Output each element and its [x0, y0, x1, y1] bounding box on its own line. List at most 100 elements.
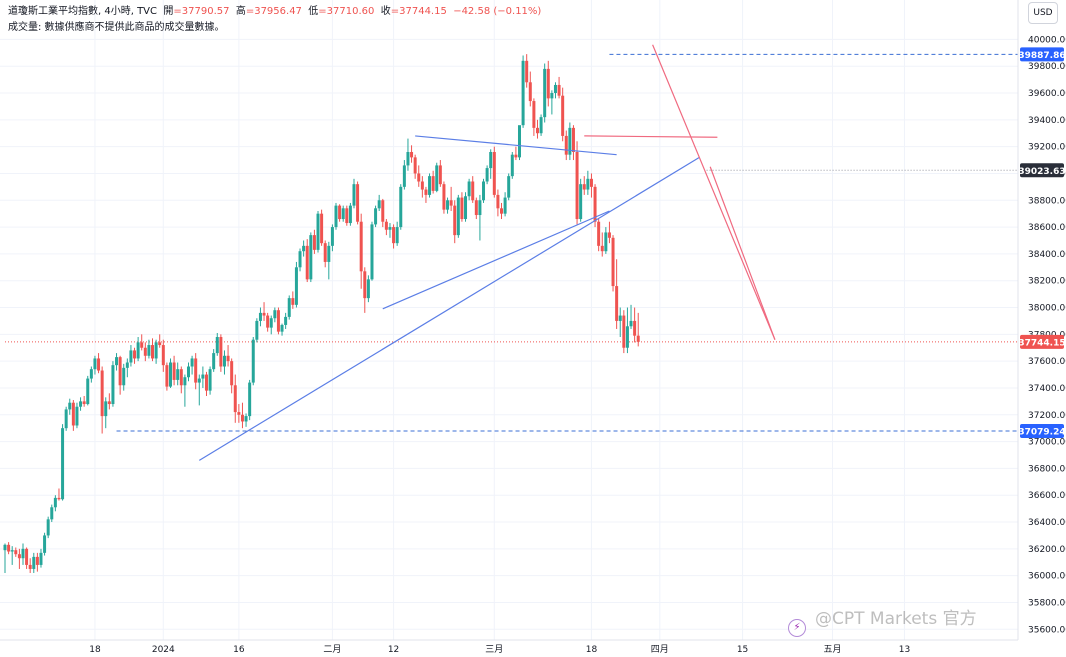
- candle-body: [79, 401, 83, 407]
- candle-body: [201, 374, 205, 379]
- candle-body: [532, 101, 536, 128]
- y-tick-label: 39800.00: [1028, 62, 1066, 72]
- candle-body: [489, 152, 493, 169]
- candle-body: [561, 95, 565, 136]
- candle-body: [122, 367, 126, 386]
- candle-body: [284, 316, 288, 325]
- x-tick-label: 二月: [323, 644, 341, 655]
- open-label: 開: [163, 6, 174, 17]
- candle-body: [21, 548, 25, 559]
- candle-body: [212, 353, 216, 370]
- price-tag-label: 39023.63: [1018, 167, 1065, 177]
- candle-body: [543, 68, 547, 118]
- candle-body: [464, 196, 468, 220]
- trendline[interactable]: [709, 166, 776, 340]
- candle-body: [356, 184, 360, 222]
- volume-note: 成交量: 數據供應商不提供此商品的成交量數據。: [8, 22, 225, 33]
- candle-body: [395, 227, 399, 244]
- trendlines: [198, 44, 776, 461]
- candle-body: [305, 245, 309, 280]
- candle-body: [237, 412, 241, 415]
- candles: [3, 54, 640, 573]
- candle-body: [287, 298, 291, 317]
- candle-body: [230, 361, 234, 386]
- candle-body: [338, 205, 342, 220]
- candle-body: [194, 358, 198, 383]
- candle-body: [377, 200, 381, 209]
- trendline[interactable]: [198, 156, 700, 461]
- y-tick-label: 38200.00: [1028, 277, 1066, 287]
- x-tick-label: 五月: [824, 644, 842, 655]
- candle-body: [93, 358, 97, 370]
- candle-body: [100, 370, 104, 417]
- candle-body: [406, 152, 410, 166]
- candle-body: [316, 213, 320, 250]
- candle-body: [244, 416, 248, 422]
- candle-body: [636, 335, 640, 342]
- candle-body: [240, 414, 244, 422]
- candle-body: [381, 200, 385, 222]
- x-tick-label: 12: [388, 645, 399, 655]
- candle-body: [115, 357, 119, 366]
- candle-body: [25, 548, 29, 565]
- candle-body: [424, 189, 428, 195]
- time-axis[interactable]: 18 2024 16 二月 12 三月 18 四月 15 五月 13: [89, 644, 910, 655]
- candle-body: [557, 84, 561, 96]
- x-tick-label: 三月: [485, 644, 503, 655]
- candle-body: [208, 369, 212, 391]
- candle-body: [446, 200, 450, 210]
- trendline[interactable]: [382, 210, 610, 310]
- candle-body: [456, 197, 460, 236]
- trendline[interactable]: [415, 135, 617, 156]
- candle-body: [204, 374, 208, 391]
- candle-body: [89, 369, 93, 379]
- x-tick-label: 2024: [152, 645, 175, 655]
- candle-body: [589, 178, 593, 187]
- y-tick-label: 38600.00: [1028, 223, 1066, 233]
- high-value: =37956.47: [245, 6, 302, 17]
- candle-body: [611, 237, 615, 287]
- candle-body: [97, 358, 101, 371]
- y-tick-label: 37200.00: [1028, 411, 1066, 421]
- candle-body: [435, 165, 439, 191]
- candle-body: [140, 342, 144, 348]
- candle-body: [262, 312, 266, 316]
- candle-body: [197, 378, 201, 383]
- candle-body: [302, 245, 306, 252]
- y-tick-label: 39400.00: [1028, 116, 1066, 126]
- candle-body: [341, 208, 345, 220]
- candle-body: [618, 315, 622, 321]
- x-tick-label: 16: [233, 645, 245, 655]
- candle-body: [86, 378, 90, 405]
- y-tick-label: 36000.00: [1028, 572, 1066, 582]
- trendline[interactable]: [584, 135, 718, 138]
- candle-body: [571, 127, 575, 152]
- candle-body: [579, 184, 583, 220]
- y-tick-label: 39200.00: [1028, 143, 1066, 153]
- candle-body: [514, 154, 518, 158]
- candle-body: [3, 544, 7, 551]
- candle-body: [309, 235, 313, 280]
- candle-body: [10, 550, 14, 552]
- currency-button[interactable]: USD: [1028, 2, 1058, 24]
- candle-body: [266, 315, 270, 328]
- price-tags: 39887.86 39023.63 37744.15 37079.24: [1018, 47, 1066, 438]
- close-value: =37744.15: [390, 6, 447, 17]
- candle-body: [413, 157, 417, 174]
- candle-body: [597, 221, 601, 246]
- candle-body: [291, 298, 295, 305]
- candle-body: [133, 350, 137, 359]
- candle-body: [294, 267, 298, 305]
- candle-body: [507, 176, 511, 198]
- candle-body: [431, 176, 435, 191]
- candle-body: [535, 127, 539, 134]
- lightning-icon[interactable]: ⚡: [788, 619, 806, 637]
- candle-body: [320, 213, 324, 244]
- candle-body: [17, 554, 21, 559]
- candle-body: [75, 406, 79, 426]
- candle-body: [169, 362, 173, 387]
- candle-body: [273, 310, 277, 319]
- candle-body: [136, 342, 140, 359]
- trendline[interactable]: [652, 44, 776, 340]
